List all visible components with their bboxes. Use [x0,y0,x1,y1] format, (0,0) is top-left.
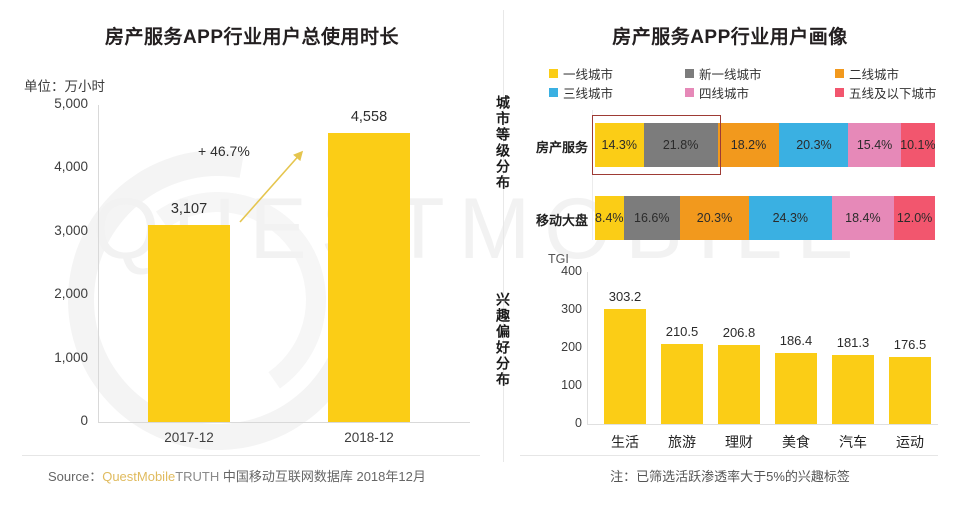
legend-label: 五线及以下城市 [849,87,937,101]
tgi-x-category: 美食 [782,434,810,450]
left-y-tick: 4,000 [54,159,88,175]
left-y-tick: 2,000 [54,286,88,302]
left-chart-unit-label: 单位：万小时 [24,79,105,94]
stacked-bar-segment: 21.8% [643,123,718,167]
stacked-bar-row: 14.3% 21.8% 18.2% 20.3% 15.4% 10.1% [595,123,935,167]
legend-label: 三线城市 [563,87,614,101]
tgi-bar-value: 206.8 [722,325,756,341]
stacked-bar-segment: 18.2% [717,123,780,167]
source-truth: TRUTH [175,469,220,484]
tgi-x-axis [587,424,938,425]
left-chart-bar [148,225,230,422]
legend-item[interactable]: 一线城市 [549,64,667,83]
tgi-x-category: 运动 [896,434,924,450]
left-chart-x-axis [98,422,470,423]
tgi-bar [775,353,817,424]
stacked-bar-segment: 20.3% [779,123,849,167]
tgi-bar-value: 303.2 [608,288,642,304]
tgi-x-category: 理财 [725,434,753,450]
tgi-bar [661,344,703,424]
left-chart-y-axis [98,105,99,423]
slide-root: QUESTMOBILE 房产服务APP行业用户总使用时长 单位：万小时 5,00… [9,10,960,509]
tgi-bar [604,308,646,424]
tgi-y-tick: 0 [575,416,582,430]
tgi-x-category: 汽车 [839,434,867,450]
tgi-bar-value: 176.5 [893,336,927,352]
right-footer-note: 注：已筛选活跃渗透率大于5%的兴趣标签 [610,469,850,484]
section-label-city-tier: 城市等级分布 [495,95,511,191]
left-chart-bar-value: 4,558 [350,109,388,126]
legend-swatch-icon [685,69,694,78]
left-panel-title: 房产服务APP行业用户总使用时长 [104,27,400,48]
left-chart-bar-value: 3,107 [170,201,208,218]
tgi-bar [889,356,931,424]
left-footer-divider [22,455,480,456]
stacked-bar-segment: 16.6% [623,196,680,240]
stacked-bar-segment: 15.4% [848,123,901,167]
stacked-row-category: 房产服务 [535,140,588,155]
legend-swatch-icon [835,69,844,78]
tgi-y-tick: 300 [561,302,582,316]
stacked-chart-guide [592,110,593,240]
legend-item[interactable]: 新一线城市 [685,64,817,83]
stacked-bar-segment: 12.0% [894,196,935,240]
stacked-bar-segment: 10.1% [900,123,935,167]
tgi-x-category: 旅游 [668,434,696,450]
legend-row-top: 一线城市 新一线城市 二线城市 [549,64,960,83]
stacked-bar-row: 8.4% 16.6% 20.3% 24.3% 18.4% 12.0% [595,196,935,240]
tgi-bar-value: 186.4 [779,333,813,349]
total-usage-duration-chart: 单位：万小时 5,000 4,000 3,000 2,000 1,000 0 3,107 2… [24,79,470,485]
source-suffix: 中国移动互联网数据库 2018年12月 [219,469,426,484]
left-y-tick: 5,000 [54,96,88,111]
tgi-y-tick: 100 [561,378,582,392]
tgi-bar [832,355,874,424]
legend-item[interactable]: 三线城市 [549,83,667,102]
legend-swatch-icon [685,88,694,97]
left-source-note: Source：QuestMobileTRUTH 中国移动互联网数据库 2018年… [48,466,426,485]
tgi-bar-value: 210.5 [665,324,699,339]
left-y-tick: 3,000 [54,222,88,238]
stacked-bar-segment: 14.3% [595,123,644,167]
stacked-bar-segment: 8.4% [595,196,624,240]
right-footer-divider [520,455,938,456]
tgi-y-tick: 200 [561,340,582,354]
stacked-bar-segment: 20.3% [679,196,749,240]
tgi-x-category: 生活 [611,434,639,450]
legend-label: 二线城市 [849,68,900,82]
tgi-bar-value: 181.3 [836,335,870,351]
right-panel-title: 房产服务APP行业用户画像 [612,27,848,48]
section-label-interest: 兴趣偏好分布 [495,292,511,388]
stacked-bar-segment: 24.3% [749,196,832,240]
growth-rate-label: + 46.7% [198,143,250,159]
legend-swatch-icon [549,69,558,78]
legend-swatch-icon [835,88,844,97]
stacked-bar-segment: 18.4% [831,196,895,240]
tgi-y-axis [587,272,588,424]
legend-item[interactable]: 五线及以下城市 [835,83,953,102]
source-brand: QuestMobile [102,469,176,484]
tgi-axis-title: TGI [548,252,569,266]
legend-label: 四线城市 [699,87,750,101]
left-chart-bar [328,133,410,422]
legend-item[interactable]: 四线城市 [685,83,817,102]
left-y-tick: 1,000 [54,349,88,365]
source-prefix: Source： [48,469,103,484]
panel-divider [503,10,504,462]
legend-label: 新一线城市 [699,68,762,82]
legend-item[interactable]: 二线城市 [835,64,953,83]
left-chart-x-category: 2017-12 [164,430,214,445]
stacked-row-category: 移动大盘 [535,213,588,228]
tgi-y-tick: 400 [561,264,582,278]
tgi-bar [718,345,760,424]
legend-row-bottom: 三线城市 四线城市 五线及以下城市 [549,83,960,102]
left-y-tick: 0 [80,413,88,428]
legend-label: 一线城市 [563,68,614,82]
left-chart-x-category: 2018-12 [344,430,394,445]
legend-swatch-icon [549,88,558,97]
